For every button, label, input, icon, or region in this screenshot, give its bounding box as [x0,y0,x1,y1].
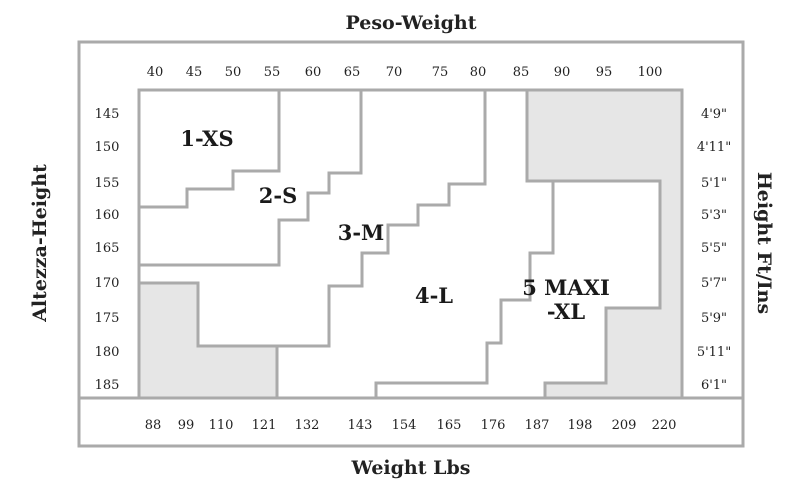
size-label-xl-line1: 5 MAXI [522,275,610,300]
top-tick-label: 70 [386,65,403,80]
top-tick-label: 50 [225,65,242,80]
left-tick-label: 160 [95,208,120,223]
left-tick-label: 170 [95,276,120,291]
left-tick-label: 185 [95,378,120,393]
top-tick-label: 75 [432,65,449,80]
left-axis-title: Altezza-Height [29,164,51,323]
boundary-xs-s [139,90,281,209]
size-label-s: 2-S [259,183,298,208]
boundary-xl-grey [543,179,662,398]
top-tick-label: 80 [470,65,487,80]
left-tick-label: 150 [95,140,120,155]
top-tick-label: 65 [344,65,361,80]
bottom-tick-label: 154 [392,418,417,433]
boundary-m-l-diag [277,90,487,348]
bottom-tick-label: 187 [525,418,550,433]
left-tick-label: 155 [95,176,120,191]
bottom-tick-label: 88 [145,418,162,433]
top-tick-label: 100 [638,65,663,80]
top-axis-title: Peso-Weight [345,12,476,34]
bottom-axis-title: Weight Lbs [351,457,471,479]
bottom-tick-label: 209 [612,418,637,433]
bottom-tick-label: 132 [295,418,320,433]
grey-region-top-right [527,90,682,308]
bottom-tick-label: 110 [209,418,234,433]
bottom-tick-label: 99 [178,418,195,433]
top-tick-label: 95 [596,65,613,80]
right-axis-title: Height Ft/Ins [753,172,775,314]
size-label-l: 4-L [415,283,453,308]
top-tick-label: 90 [554,65,571,80]
left-tick-label: 175 [95,311,120,326]
top-tick-label: 60 [305,65,322,80]
size-label-m: 3-M [338,220,385,245]
size-label-xs: 1-XS [180,126,233,151]
bottom-tick-label: 176 [481,418,506,433]
right-tick-label: 4'11" [697,140,731,155]
bottom-tick-label: 220 [652,418,677,433]
right-tick-label: 5'5" [701,241,727,256]
bottom-tick-label: 165 [437,418,462,433]
boundary-s-m [139,90,363,267]
left-tick-label: 165 [95,241,120,256]
right-tick-label: 5'3" [701,208,727,223]
top-tick-label: 45 [186,65,203,80]
left-tick-label: 145 [95,107,120,122]
right-tick-label: 4'9" [701,107,727,122]
bottom-tick-label: 198 [568,418,593,433]
bottom-tick-label: 143 [348,418,373,433]
boundary-m-l [139,281,279,398]
outer-frame [77,40,745,448]
right-tick-label: 5'7" [701,276,727,291]
left-tick-label: 180 [95,345,120,360]
right-tick-label: 5'11" [697,345,731,360]
top-tick-label: 55 [264,65,281,80]
grey-region-bottom-right [545,308,682,398]
right-tick-label: 5'9" [701,311,727,326]
right-tick-label: 5'1" [701,176,727,191]
top-tick-label: 85 [513,65,530,80]
grey-region-bottom-left [139,283,277,398]
boundary-l-xl [374,90,555,398]
bottom-tick-label: 121 [252,418,277,433]
size-label-xl-line2: -XL [547,299,585,324]
right-tick-label: 6'1" [701,378,727,393]
top-tick-label: 40 [147,65,164,80]
